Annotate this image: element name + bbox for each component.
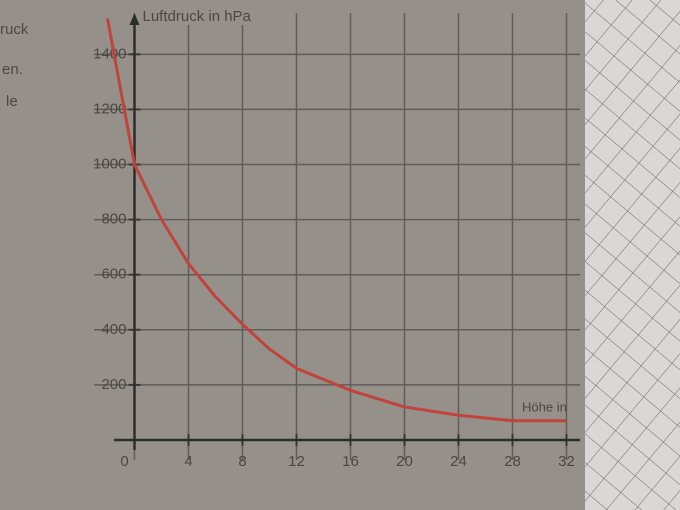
- y-tick-label: 1400: [93, 45, 126, 62]
- y-arrow: [129, 13, 140, 25]
- y-tick-label: 1200: [93, 100, 126, 117]
- grid-paper: [585, 0, 680, 510]
- x-axis-label: Höhe in: [522, 399, 567, 414]
- x-tick-label: 12: [288, 453, 305, 470]
- x-tick-label: 32: [558, 453, 575, 470]
- y-tick-label: 800: [101, 211, 126, 228]
- margin-text: en.: [2, 61, 23, 78]
- y-tick-label: 200: [101, 376, 126, 393]
- x-tick-label: 4: [184, 453, 192, 470]
- x-tick-label: 0: [120, 453, 128, 470]
- margin-text: le: [6, 93, 18, 110]
- x-tick-label: 20: [396, 453, 413, 470]
- margin-text: ruck: [0, 21, 29, 38]
- x-tick-label: 28: [504, 453, 521, 470]
- y-axis-label: Luftdruck in hPa: [143, 8, 252, 25]
- x-tick-label: 24: [450, 453, 467, 470]
- x-tick-label: 8: [238, 453, 246, 470]
- y-tick-label: 1000: [93, 155, 126, 172]
- x-tick-label: 16: [342, 453, 359, 470]
- data-line: [106, 18, 567, 423]
- label-background: [140, 7, 254, 25]
- y-tick-label: 600: [101, 266, 126, 283]
- y-tick-label: 400: [101, 321, 126, 338]
